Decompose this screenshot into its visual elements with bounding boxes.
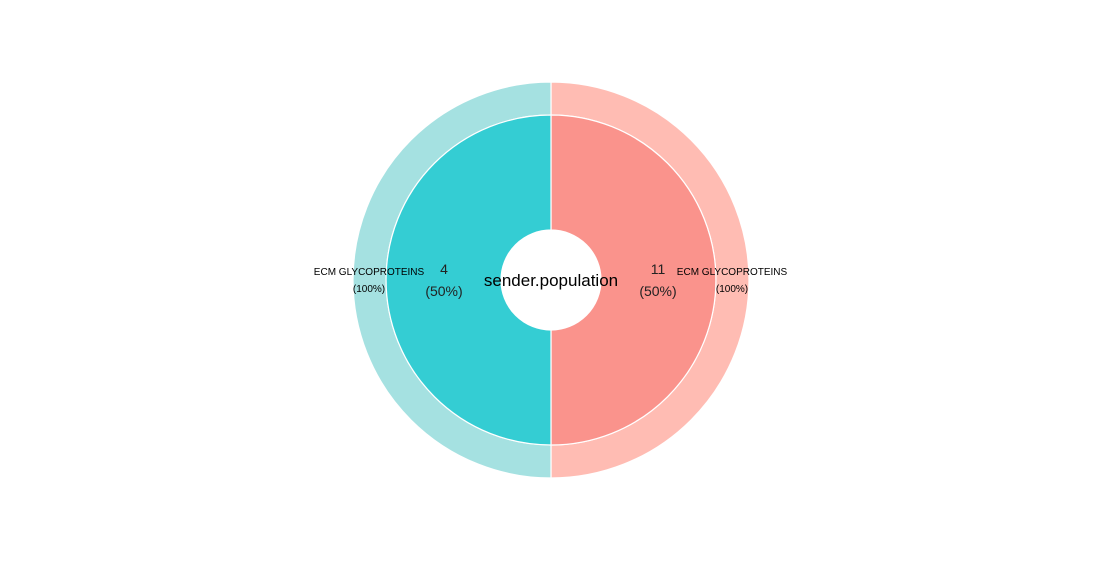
outer-ring-label-0: ECM GLYCOPROTEINS: [677, 267, 788, 278]
inner-ring-label-0: 11: [651, 261, 666, 277]
inner-ring-percent-0: (50%): [639, 283, 676, 299]
chart-labels: 11(50%)4(50%)ECM GLYCOPROTEINS(100%)ECM …: [314, 261, 788, 299]
outer-ring-percent-1: (100%): [353, 284, 385, 295]
center-label: sender.population: [484, 271, 618, 290]
outer-ring-percent-0: (100%): [716, 284, 748, 295]
center-hole: [501, 230, 601, 330]
outer-ring-label-1: ECM GLYCOPROTEINS: [314, 267, 425, 278]
inner-ring-percent-1: (50%): [425, 283, 462, 299]
inner-ring: [385, 114, 717, 446]
inner-ring-label-1: 4: [440, 261, 448, 277]
